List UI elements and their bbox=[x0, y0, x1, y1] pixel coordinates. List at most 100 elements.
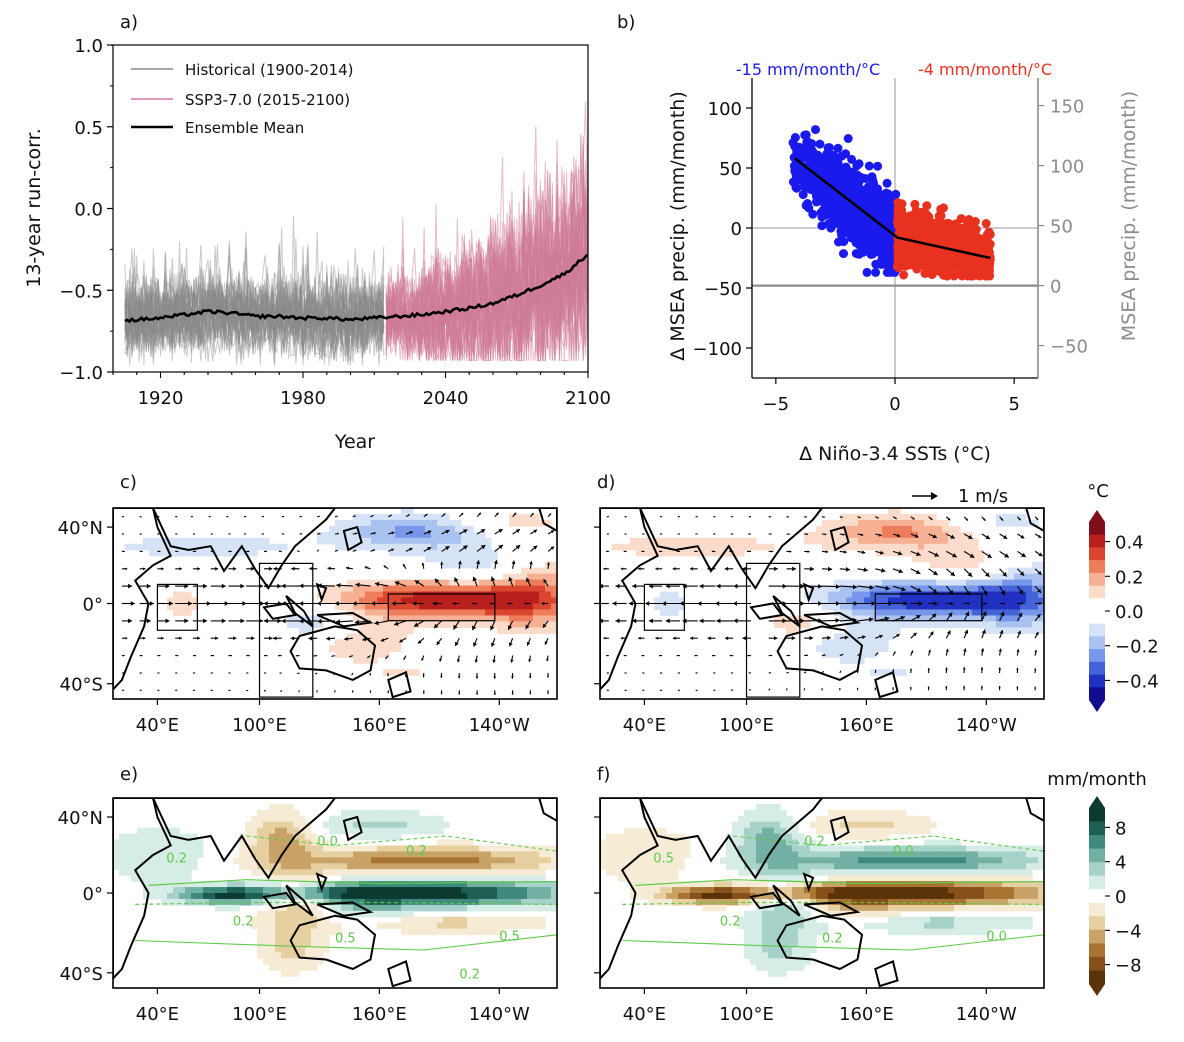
field-cell bbox=[551, 881, 557, 888]
field-cell bbox=[323, 869, 330, 876]
field-cell bbox=[906, 579, 913, 587]
field-cell bbox=[497, 603, 504, 611]
panel-b-xlabel: Δ Niño-3.4 SSTs (°C) bbox=[799, 443, 991, 465]
field-cell bbox=[437, 881, 444, 888]
field-cell bbox=[876, 603, 883, 611]
scatter-point-red bbox=[971, 262, 981, 272]
field-cell bbox=[377, 869, 384, 876]
wind-vector-head bbox=[123, 516, 124, 518]
scatter-point-red bbox=[981, 219, 991, 228]
scatter-point-blue bbox=[873, 161, 883, 171]
field-cell bbox=[864, 537, 871, 545]
field-cell bbox=[942, 597, 949, 605]
field-cell bbox=[828, 525, 835, 533]
field-cell bbox=[1032, 609, 1039, 617]
field-cell bbox=[497, 585, 504, 593]
field-cell bbox=[179, 543, 186, 551]
field-cell bbox=[437, 579, 444, 587]
field-cell bbox=[930, 531, 937, 539]
wind-vector-head bbox=[188, 601, 193, 606]
index-region-box bbox=[387, 593, 496, 622]
field-cell bbox=[1008, 573, 1015, 581]
field-cell bbox=[467, 875, 474, 882]
wind-vector-head bbox=[159, 550, 161, 553]
field-cell bbox=[1026, 609, 1033, 617]
field-cell bbox=[515, 869, 522, 876]
field-cell bbox=[533, 845, 540, 853]
lon-tick-label: 40°E bbox=[136, 715, 179, 736]
field-cell bbox=[894, 525, 901, 533]
wind-vector-head bbox=[372, 549, 375, 552]
field-cell bbox=[455, 857, 462, 864]
field-cell bbox=[407, 537, 414, 545]
field-cell bbox=[335, 881, 342, 888]
field-cell bbox=[353, 525, 360, 533]
scatter-point-blue bbox=[862, 267, 872, 277]
field-cell bbox=[155, 869, 162, 876]
field-cell bbox=[1020, 597, 1027, 605]
field-cell bbox=[401, 531, 408, 539]
scatter-point-red bbox=[893, 198, 903, 208]
field-cell bbox=[371, 543, 378, 551]
field-cell bbox=[449, 561, 456, 569]
field-cell bbox=[353, 845, 360, 853]
field-cell bbox=[539, 875, 546, 882]
field-cell bbox=[143, 839, 150, 847]
scatter-point-blue bbox=[869, 199, 879, 209]
wind-vector-head bbox=[308, 636, 312, 641]
field-cell bbox=[906, 537, 913, 545]
wind-vector-head bbox=[980, 685, 983, 688]
field-cell bbox=[383, 809, 390, 817]
field-cell bbox=[263, 827, 270, 835]
field-cell bbox=[269, 815, 276, 823]
field-cell bbox=[185, 881, 192, 888]
historical-member-line bbox=[124, 244, 385, 364]
field-cell bbox=[419, 815, 426, 823]
y-tick-label: 1.0 bbox=[74, 36, 103, 57]
wind-vector-head bbox=[526, 641, 531, 646]
wind-vector-head bbox=[490, 576, 496, 582]
wind-vector-head bbox=[695, 516, 697, 518]
field-cell bbox=[347, 869, 354, 876]
field-cell bbox=[173, 875, 180, 882]
wind-vector-head bbox=[533, 529, 537, 534]
wind-vector-head bbox=[240, 583, 245, 589]
field-cell bbox=[413, 851, 420, 858]
field-cell bbox=[996, 621, 1003, 628]
field-cell bbox=[359, 845, 366, 853]
field-cell bbox=[990, 591, 997, 599]
field-cell bbox=[419, 597, 426, 605]
field-cell bbox=[467, 881, 474, 888]
field-cell bbox=[449, 531, 456, 539]
field-cell bbox=[275, 851, 282, 858]
field-cell bbox=[179, 881, 186, 888]
field-cell bbox=[948, 555, 955, 563]
vector-key-arrowhead bbox=[931, 492, 938, 500]
field-cell bbox=[149, 543, 156, 551]
wind-vector-head bbox=[672, 636, 676, 640]
wind-vector-head bbox=[898, 568, 903, 574]
field-cell bbox=[545, 615, 552, 623]
field-cell bbox=[431, 591, 438, 599]
wind-vector-head bbox=[318, 515, 320, 518]
field-cell bbox=[521, 615, 528, 623]
wind-vector-head bbox=[490, 625, 495, 631]
field-cell bbox=[281, 827, 288, 835]
field-cell bbox=[509, 615, 516, 623]
field-cell bbox=[1002, 597, 1009, 605]
field-cell bbox=[425, 887, 432, 894]
wind-vector-head bbox=[731, 672, 732, 674]
wind-vector-head bbox=[184, 618, 189, 624]
field-cell bbox=[900, 579, 907, 587]
field-cell bbox=[209, 887, 216, 894]
historical-member-line bbox=[124, 242, 385, 366]
panel-a-xlabel: Year bbox=[334, 431, 375, 453]
field-cell bbox=[1008, 621, 1015, 628]
field-cell bbox=[383, 645, 390, 652]
wind-vector-head bbox=[807, 550, 810, 553]
field-cell bbox=[485, 537, 492, 545]
scatter-point-red bbox=[927, 229, 937, 239]
field-cell bbox=[419, 579, 426, 587]
field-cell bbox=[359, 603, 366, 611]
